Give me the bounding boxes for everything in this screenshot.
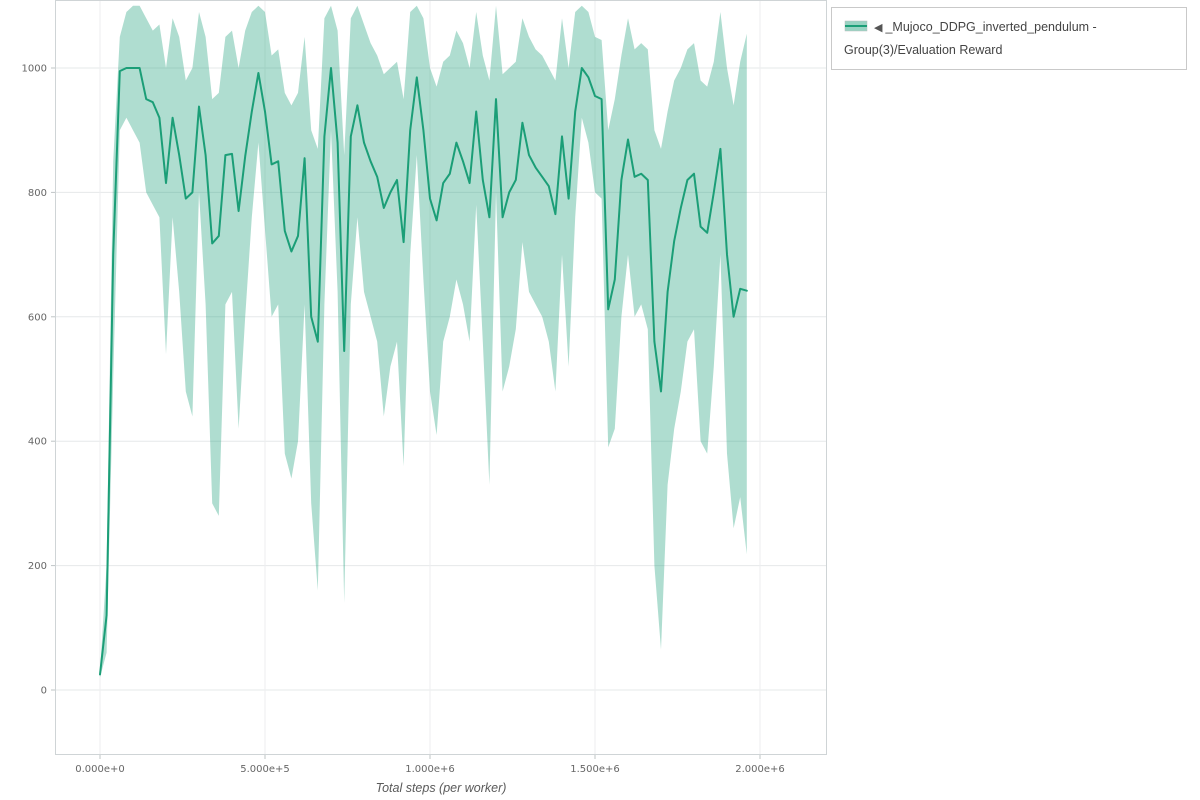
- svg-text:5.000e+5: 5.000e+5: [240, 764, 290, 775]
- legend-collapse-icon[interactable]: ◀: [874, 22, 883, 34]
- svg-text:0.000e+0: 0.000e+0: [75, 764, 125, 775]
- svg-text:2.000e+6: 2.000e+6: [735, 764, 785, 775]
- svg-text:400: 400: [28, 437, 47, 448]
- svg-text:1000: 1000: [22, 64, 47, 75]
- svg-text:1.000e+6: 1.000e+6: [405, 764, 455, 775]
- svg-text:800: 800: [28, 188, 47, 199]
- legend-item[interactable]: ◀ _Mujoco_DDPG_inverted_pendulum - Group(…: [831, 7, 1187, 70]
- svg-text:0: 0: [41, 686, 47, 697]
- legend-swatch-icon: [844, 20, 868, 32]
- legend-label: _Mujoco_DDPG_inverted_pendulum - Group(3…: [844, 20, 1097, 57]
- svg-text:200: 200: [28, 561, 47, 572]
- svg-text:600: 600: [28, 312, 47, 323]
- svg-text:1.500e+6: 1.500e+6: [570, 764, 620, 775]
- x-axis-title: Total steps (per worker): [375, 781, 507, 795]
